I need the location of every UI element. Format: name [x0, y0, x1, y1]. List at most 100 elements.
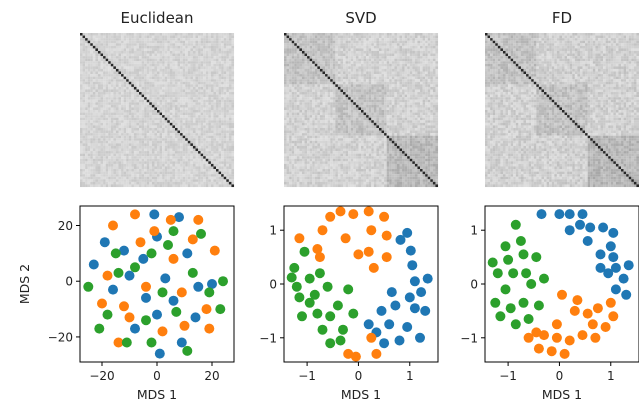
- heatmap-cell: [312, 68, 315, 72]
- heatmap-cell: [210, 174, 214, 177]
- heatmap-cell: [95, 43, 99, 46]
- heatmap-cell: [223, 122, 227, 126]
- heatmap-cell: [361, 33, 364, 36]
- heatmap-cell: [371, 74, 374, 77]
- heatmap-cell: [105, 161, 109, 164]
- heatmap-cell: [399, 50, 403, 54]
- heatmap-cell: [314, 76, 318, 80]
- heatmap-cell: [412, 48, 415, 52]
- heatmap-cell: [187, 43, 191, 46]
- heatmap-cell: [80, 133, 83, 136]
- heatmap-cell: [95, 48, 99, 52]
- heatmap-cell: [322, 89, 326, 93]
- heatmap-cell: [208, 50, 211, 54]
- heatmap-cell: [180, 174, 183, 177]
- heatmap-cell: [210, 133, 214, 136]
- heatmap-cell: [299, 38, 303, 41]
- heatmap-cell: [139, 163, 142, 167]
- heatmap-cell: [210, 140, 214, 144]
- heatmap-cell: [126, 102, 129, 105]
- heatmap-cell: [218, 84, 222, 87]
- heatmap-cell: [205, 130, 209, 134]
- heatmap-cell: [221, 120, 224, 123]
- heatmap-cell: [187, 35, 191, 39]
- heatmap-cell: [366, 43, 369, 46]
- heatmap-cell: [123, 84, 127, 87]
- heatmap-cell: [208, 104, 211, 108]
- heatmap-cell: [80, 94, 83, 98]
- heatmap-cell: [115, 143, 119, 146]
- heatmap-cell: [366, 71, 369, 75]
- heatmap-cell: [126, 174, 129, 177]
- heatmap-cell: [177, 163, 181, 167]
- heatmap-cell: [126, 74, 129, 77]
- heatmap-cell: [384, 33, 387, 36]
- heatmap-cell: [307, 58, 310, 62]
- heatmap-cell: [399, 74, 403, 77]
- heatmap-cell: [355, 79, 359, 82]
- heatmap-cell: [133, 138, 137, 141]
- heatmap-cell: [286, 61, 290, 64]
- heatmap-cell: [126, 169, 129, 172]
- heatmap-cell: [350, 38, 354, 41]
- heatmap-cell: [348, 63, 351, 67]
- heatmap-cell: [208, 184, 211, 188]
- heatmap-cell: [402, 63, 405, 67]
- heatmap-cell: [149, 89, 152, 93]
- heatmap-cell: [373, 53, 377, 57]
- heatmap-cell: [105, 35, 109, 39]
- heatmap-cell: [146, 122, 150, 126]
- heatmap-cell: [286, 40, 290, 44]
- heatmap-cell: [182, 135, 186, 139]
- heatmap-cell: [195, 140, 199, 144]
- heatmap-cell: [200, 158, 204, 162]
- heatmap-cell: [180, 35, 183, 39]
- heatmap-cell: [85, 153, 88, 157]
- heatmap-cell: [128, 133, 132, 136]
- heatmap-cell: [141, 86, 145, 90]
- heatmap-cell: [210, 48, 214, 52]
- heatmap-cell: [169, 33, 173, 36]
- heatmap-cell: [100, 130, 104, 134]
- heatmap-cell: [190, 143, 193, 146]
- heatmap-cell: [335, 79, 338, 82]
- heatmap-cell: [82, 63, 86, 67]
- heatmap-cell: [226, 166, 229, 170]
- heatmap-cell: [289, 61, 292, 64]
- heatmap-cell: [159, 148, 163, 152]
- heatmap-cell: [87, 107, 91, 111]
- heatmap-cell: [115, 166, 119, 170]
- heatmap-cell: [404, 66, 408, 69]
- heatmap-cell: [172, 161, 176, 164]
- heatmap-cell: [123, 184, 127, 188]
- heatmap-cell: [309, 74, 313, 77]
- heatmap-cell: [190, 76, 193, 80]
- heatmap-cell: [228, 174, 232, 177]
- heatmap-cell: [103, 122, 106, 126]
- heatmap-cell: [113, 110, 116, 113]
- heatmap-cell: [154, 143, 158, 146]
- heatmap-cell: [149, 151, 152, 154]
- heatmap-cell: [108, 127, 111, 131]
- heatmap-cell: [80, 38, 83, 41]
- heatmap-cell: [425, 35, 428, 39]
- heatmap-cell: [322, 63, 326, 67]
- heatmap-cell: [85, 130, 88, 134]
- heatmap-cell: [396, 81, 400, 85]
- heatmap-cell: [95, 50, 99, 54]
- heatmap-cell: [97, 92, 101, 95]
- heatmap-cell: [210, 151, 214, 154]
- heatmap-cell: [231, 140, 235, 144]
- heatmap-cell: [157, 48, 160, 52]
- heatmap-cell: [296, 53, 300, 57]
- heatmap-cell: [133, 107, 137, 111]
- heatmap-cell: [187, 166, 191, 170]
- heatmap-cell: [97, 171, 101, 175]
- heatmap-cell: [286, 58, 290, 62]
- heatmap-cell: [126, 50, 129, 54]
- heatmap-cell: [146, 45, 150, 49]
- heatmap-cell: [389, 33, 392, 36]
- heatmap-cell: [216, 153, 219, 157]
- heatmap-cell: [200, 133, 204, 136]
- heatmap-cell: [218, 53, 222, 57]
